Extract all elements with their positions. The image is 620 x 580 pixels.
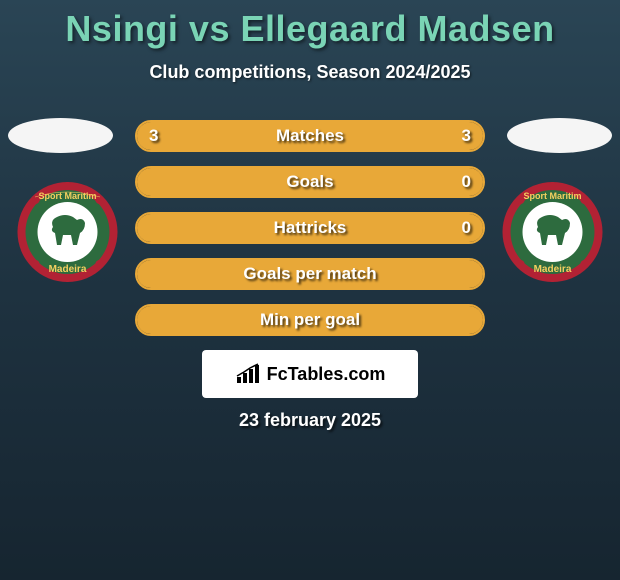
badge-top-text: Sport Maritim [38, 191, 96, 201]
page-title: Nsingi vs Ellegaard Madsen [0, 0, 620, 50]
logo-text: FcTables.com [267, 364, 386, 385]
stat-value-right: 0 [462, 218, 471, 238]
chart-icon [235, 363, 261, 385]
club-badge-right: Sport Maritim Madeira [500, 175, 605, 290]
site-logo[interactable]: FcTables.com [202, 350, 418, 398]
stat-label: Goals [137, 172, 483, 192]
stat-row: Matches3 3 [135, 120, 485, 152]
stat-label: Hattricks [137, 218, 483, 238]
stat-label: Matches [137, 126, 483, 146]
stats-container: Matches33Goals0Hattricks0Goals per match… [135, 120, 485, 350]
date-label: 23 february 2025 [0, 410, 620, 431]
player-avatar-left [8, 118, 113, 153]
stat-value-right: 0 [462, 172, 471, 192]
badge-bottom-text: Madeira [49, 264, 87, 275]
stat-row: Hattricks0 [135, 212, 485, 244]
subtitle: Club competitions, Season 2024/2025 [0, 62, 620, 83]
badge-bottom-text: Madeira [534, 264, 572, 275]
stat-row: Min per goal [135, 304, 485, 336]
player-avatar-right [507, 118, 612, 153]
stat-label: Goals per match [137, 264, 483, 284]
stat-row: Goals per match [135, 258, 485, 290]
club-badge-left: Sport Maritim Madeira [15, 175, 120, 290]
stat-value-left: 3 [149, 126, 158, 146]
stat-value-right: 3 [462, 126, 471, 146]
stat-row: Goals0 [135, 166, 485, 198]
badge-top-text: Sport Maritim [523, 191, 581, 201]
stat-label: Min per goal [137, 310, 483, 330]
